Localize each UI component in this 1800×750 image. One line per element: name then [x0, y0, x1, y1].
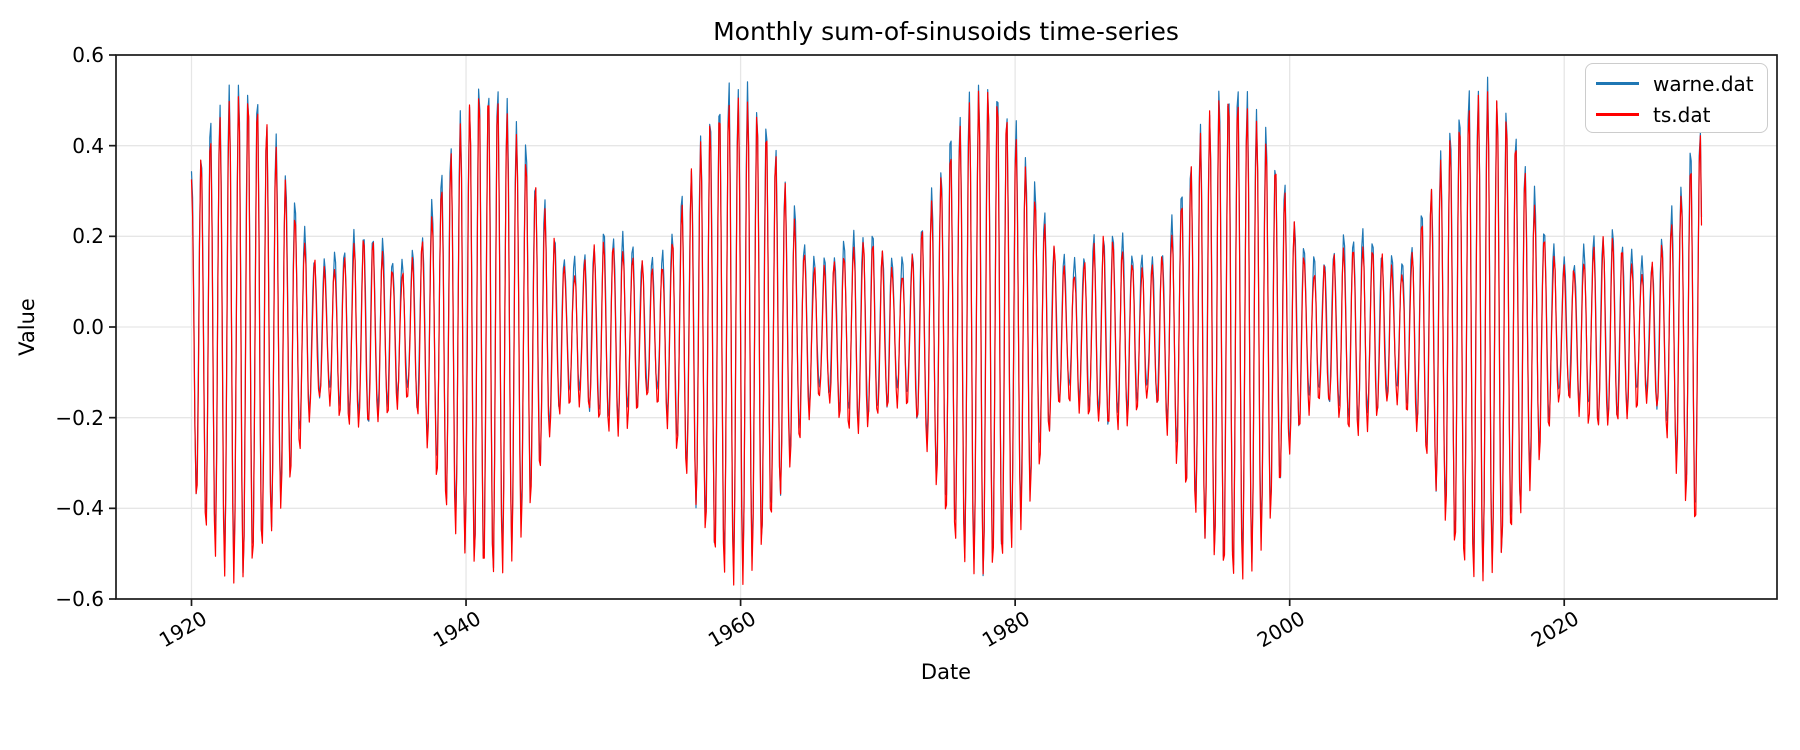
y-tick-label-−0.4: −0.4 — [55, 496, 104, 521]
legend-entry-ts: ts.dat — [1596, 99, 1767, 130]
x-axis-label: Date — [920, 660, 972, 684]
series-line-ts.dat — [190, 90, 1703, 586]
legend-label-ts: ts.dat — [1653, 102, 1711, 127]
legend-line-sample-ts — [1596, 113, 1639, 116]
y-tick-label-0.6: 0.6 — [72, 43, 104, 67]
y-tick-label-0.4: 0.4 — [72, 133, 104, 158]
legend: warne.dat ts.dat — [1585, 63, 1768, 133]
y-tick-label-−0.2: −0.2 — [55, 405, 104, 430]
legend-entry-warne: warne.dat — [1596, 68, 1767, 99]
y-tick-label-0.0: 0.0 — [72, 315, 104, 339]
y-tick-label-−0.6: −0.6 — [55, 587, 104, 611]
chart-title: Monthly sum-of-sinusoids time-series — [713, 17, 1179, 46]
y-tick-label-0.2: 0.2 — [72, 224, 104, 249]
legend-label-warne: warne.dat — [1653, 71, 1754, 96]
legend-line-sample-warne — [1596, 82, 1639, 85]
